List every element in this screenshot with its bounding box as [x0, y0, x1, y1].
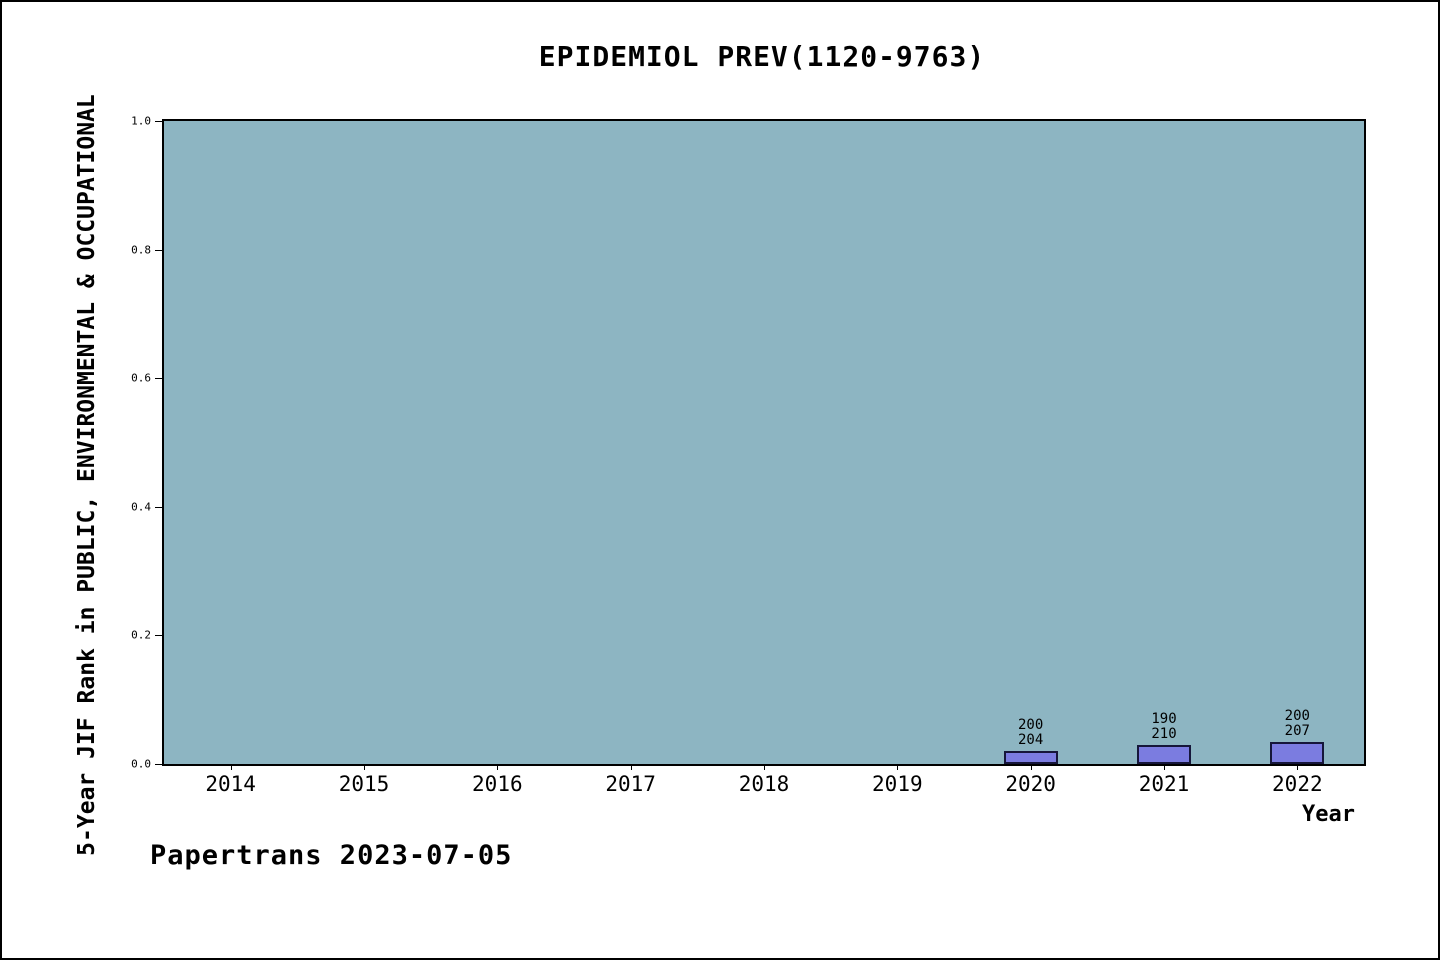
plot-area: 0.0 0.2 0.4 0.6 0.8 1.0 2014 2015 2016 2017 2018 20… — [131, 115, 1366, 796]
x-tick-mark — [1030, 764, 1032, 770]
y-tick-label: 0.4 — [131, 500, 151, 514]
y-tick-label: 0.0 — [131, 757, 151, 771]
x-tick-label: 2014 — [205, 772, 256, 796]
x-tick-label: 2015 — [338, 772, 390, 796]
x-tick-mark — [497, 764, 499, 770]
y-axis-title: 5-Year JIF Rank in PUBLIC, ENVIRONMENTAL… — [74, 94, 100, 856]
x-tick-mark — [1164, 764, 1165, 770]
y-tick-mark — [155, 121, 162, 122]
x-tick-label: 2016 — [472, 772, 523, 796]
y-tick-mark — [155, 764, 162, 765]
x-tick-mark — [897, 764, 899, 770]
x-tick-mark — [1297, 764, 1299, 770]
x-tick-mark — [364, 764, 365, 770]
y-tick-mark — [155, 249, 162, 251]
x-tick-mark — [764, 764, 765, 770]
bar-label: 200 204 — [1018, 716, 1044, 748]
bar — [1003, 750, 1058, 764]
plot-background — [164, 121, 1364, 764]
bar-label: 190 210 — [1151, 710, 1177, 742]
chart-title: EPIDEMIOL PREV(1120-9763) — [538, 40, 986, 73]
bar — [1137, 744, 1191, 764]
x-tick-label: 2018 — [738, 772, 790, 796]
y-tick-label: 1.0 — [131, 114, 151, 128]
footer-credit: Papertrans 2023-07-05 — [150, 840, 513, 871]
y-tick-mark — [155, 378, 162, 380]
x-axis-title: Year — [1302, 802, 1355, 827]
x-tick-mark — [230, 764, 232, 770]
y-tick-label: 0.2 — [131, 628, 151, 642]
bar — [1270, 741, 1325, 764]
bar-label: 200 207 — [1284, 707, 1310, 739]
y-tick-mark — [155, 635, 162, 637]
x-tick-label: 2019 — [872, 772, 923, 796]
x-tick-label: 2021 — [1138, 772, 1190, 796]
y-tick-mark — [155, 506, 162, 508]
x-tick-label: 2022 — [1272, 772, 1323, 796]
x-tick-label: 2017 — [605, 772, 656, 796]
x-tick-label: 2020 — [1005, 772, 1056, 796]
y-tick-label: 0.6 — [131, 371, 151, 385]
x-tick-mark — [630, 764, 632, 770]
y-tick-label: 0.8 — [131, 243, 151, 257]
